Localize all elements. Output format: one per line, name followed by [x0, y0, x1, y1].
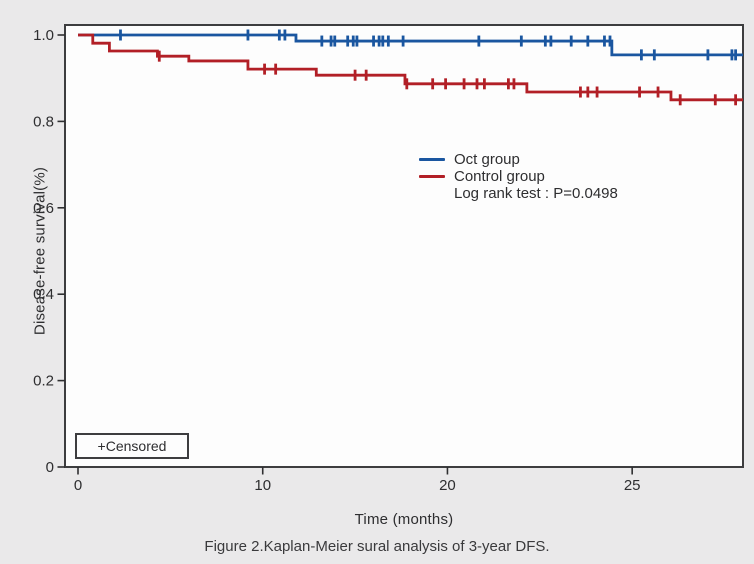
- logrank-annotation: Log rank test : P=0.0498: [454, 185, 618, 202]
- oct-group-line-swatch: [419, 158, 445, 161]
- y-tick-label: 1.0: [33, 27, 54, 44]
- logrank-annotation-row: Log rank test : P=0.0498: [419, 185, 618, 202]
- legend-item-oct-group: Oct group: [419, 151, 618, 168]
- x-tick-label: 20: [439, 477, 456, 494]
- x-tick-label: 0: [74, 477, 82, 494]
- y-tick-label: 0.8: [33, 113, 54, 130]
- legend-label-oct-group: Oct group: [454, 151, 520, 168]
- survival-curve-control-group: [78, 33, 743, 102]
- survival-curve-oct-group: [78, 33, 743, 57]
- plot-area: [64, 24, 744, 468]
- censored-legend-label: +Censored: [97, 438, 167, 454]
- control-group-line-swatch: [419, 175, 445, 178]
- y-tick-label: 0: [46, 459, 54, 476]
- y-tick-label: 0.4: [33, 286, 54, 303]
- x-axis-title: Time (months): [354, 511, 454, 528]
- legend-spacer: [419, 192, 445, 195]
- figure-caption: Figure 2.Kaplan-Meier sural analysis of …: [204, 538, 550, 555]
- y-axis-title: Disease-free survival(%): [31, 166, 49, 336]
- y-tick-label: 0.6: [33, 200, 54, 217]
- y-tick-label: 0.2: [33, 373, 54, 390]
- x-tick-label: 10: [254, 477, 271, 494]
- x-tick-label: 25: [624, 477, 641, 494]
- legend-label-control-group: Control group: [454, 168, 545, 185]
- legend: Oct group Control group Log rank test : …: [419, 151, 618, 202]
- legend-item-control-group: Control group: [419, 168, 618, 185]
- censored-legend-box: +Censored: [75, 433, 189, 459]
